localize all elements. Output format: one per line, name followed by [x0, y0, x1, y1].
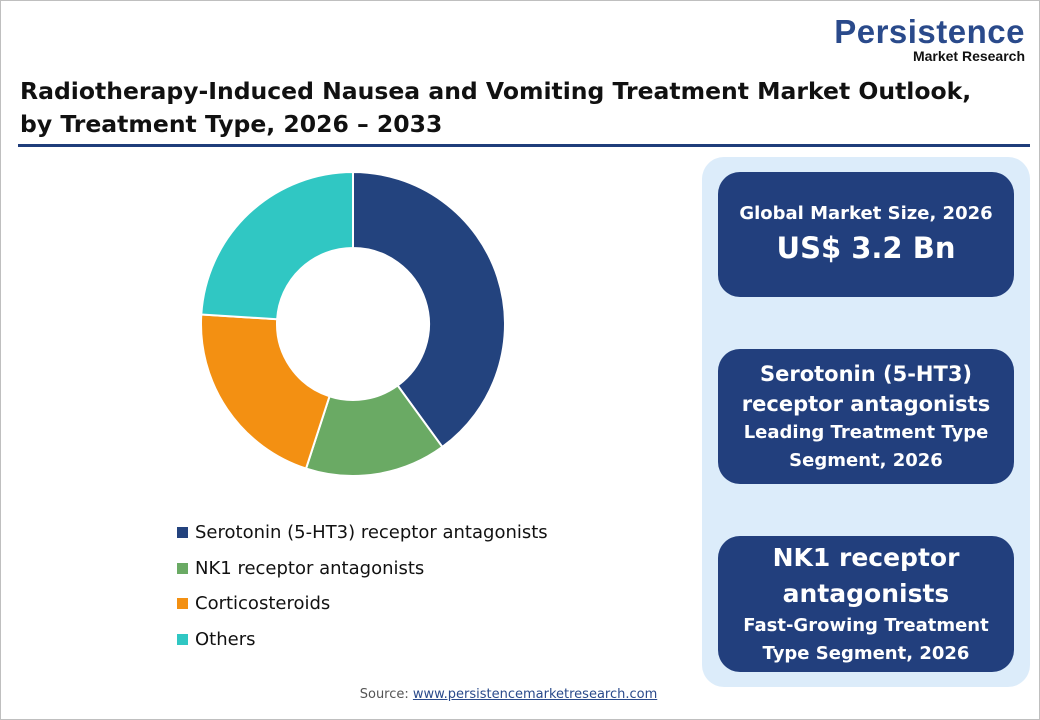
- chart-title: Radiotherapy-Induced Nausea and Vomiting…: [20, 75, 1020, 141]
- legend: Serotonin (5-HT3) receptor antagonists N…: [177, 515, 548, 657]
- donut-slice-3: [200, 170, 354, 321]
- legend-label: NK1 receptor antagonists: [195, 557, 425, 579]
- market-size-card: Global Market Size, 2026 US$ 3.2 Bn: [718, 172, 1014, 297]
- legend-swatch: [177, 562, 188, 574]
- card-label: Type Segment, 2026: [762, 643, 970, 664]
- card-label: Global Market Size, 2026: [739, 202, 993, 224]
- logo-sub-text: Market Research: [912, 48, 1025, 64]
- card-label: Leading Treatment Type: [743, 421, 989, 443]
- logo-main-text: Persistence: [834, 13, 1025, 50]
- donut-slice-0: [352, 170, 506, 449]
- title-divider: [18, 144, 1030, 147]
- legend-swatch: [177, 633, 188, 645]
- leading-segment-card: Serotonin (5-HT3) receptor antagonists L…: [718, 349, 1014, 484]
- donut-slice-2: [200, 313, 331, 470]
- title-line-2: by Treatment Type, 2026 – 2033: [20, 110, 443, 138]
- card-value: US$ 3.2 Bn: [776, 230, 956, 265]
- legend-item: Corticosteroids: [177, 586, 548, 622]
- legend-item: NK1 receptor antagonists: [177, 551, 548, 587]
- legend-swatch: [177, 527, 188, 539]
- title-line-1: Radiotherapy-Induced Nausea and Vomiting…: [20, 77, 972, 105]
- card-value: receptor antagonists: [741, 391, 991, 416]
- donut-chart: [200, 170, 506, 477]
- legend-item: Others: [177, 622, 548, 658]
- company-logo: Persistence Market Research: [834, 13, 1025, 64]
- highlights-panel: Global Market Size, 2026 US$ 3.2 Bn Sero…: [702, 157, 1030, 687]
- source-link[interactable]: www.persistencemarketresearch.com: [412, 687, 658, 702]
- card-label: Segment, 2026: [789, 449, 943, 471]
- card-label: Fast-Growing Treatment: [743, 615, 989, 636]
- legend-label: Corticosteroids: [195, 593, 331, 615]
- source-label: Source:: [359, 687, 409, 702]
- legend-item: Serotonin (5-HT3) receptor antagonists: [177, 515, 548, 551]
- card-value: antagonists: [782, 579, 950, 608]
- card-value: NK1 receptor: [772, 543, 960, 572]
- legend-label: Serotonin (5-HT3) receptor antagonists: [195, 522, 548, 544]
- legend-swatch: [177, 598, 188, 610]
- card-value: Serotonin (5-HT3): [759, 361, 973, 386]
- source-note: Source: www.persistencemarketresearch.co…: [1, 687, 1016, 702]
- legend-label: Others: [195, 628, 256, 650]
- fast-growing-card: NK1 receptor antagonists Fast-Growing Tr…: [718, 536, 1014, 672]
